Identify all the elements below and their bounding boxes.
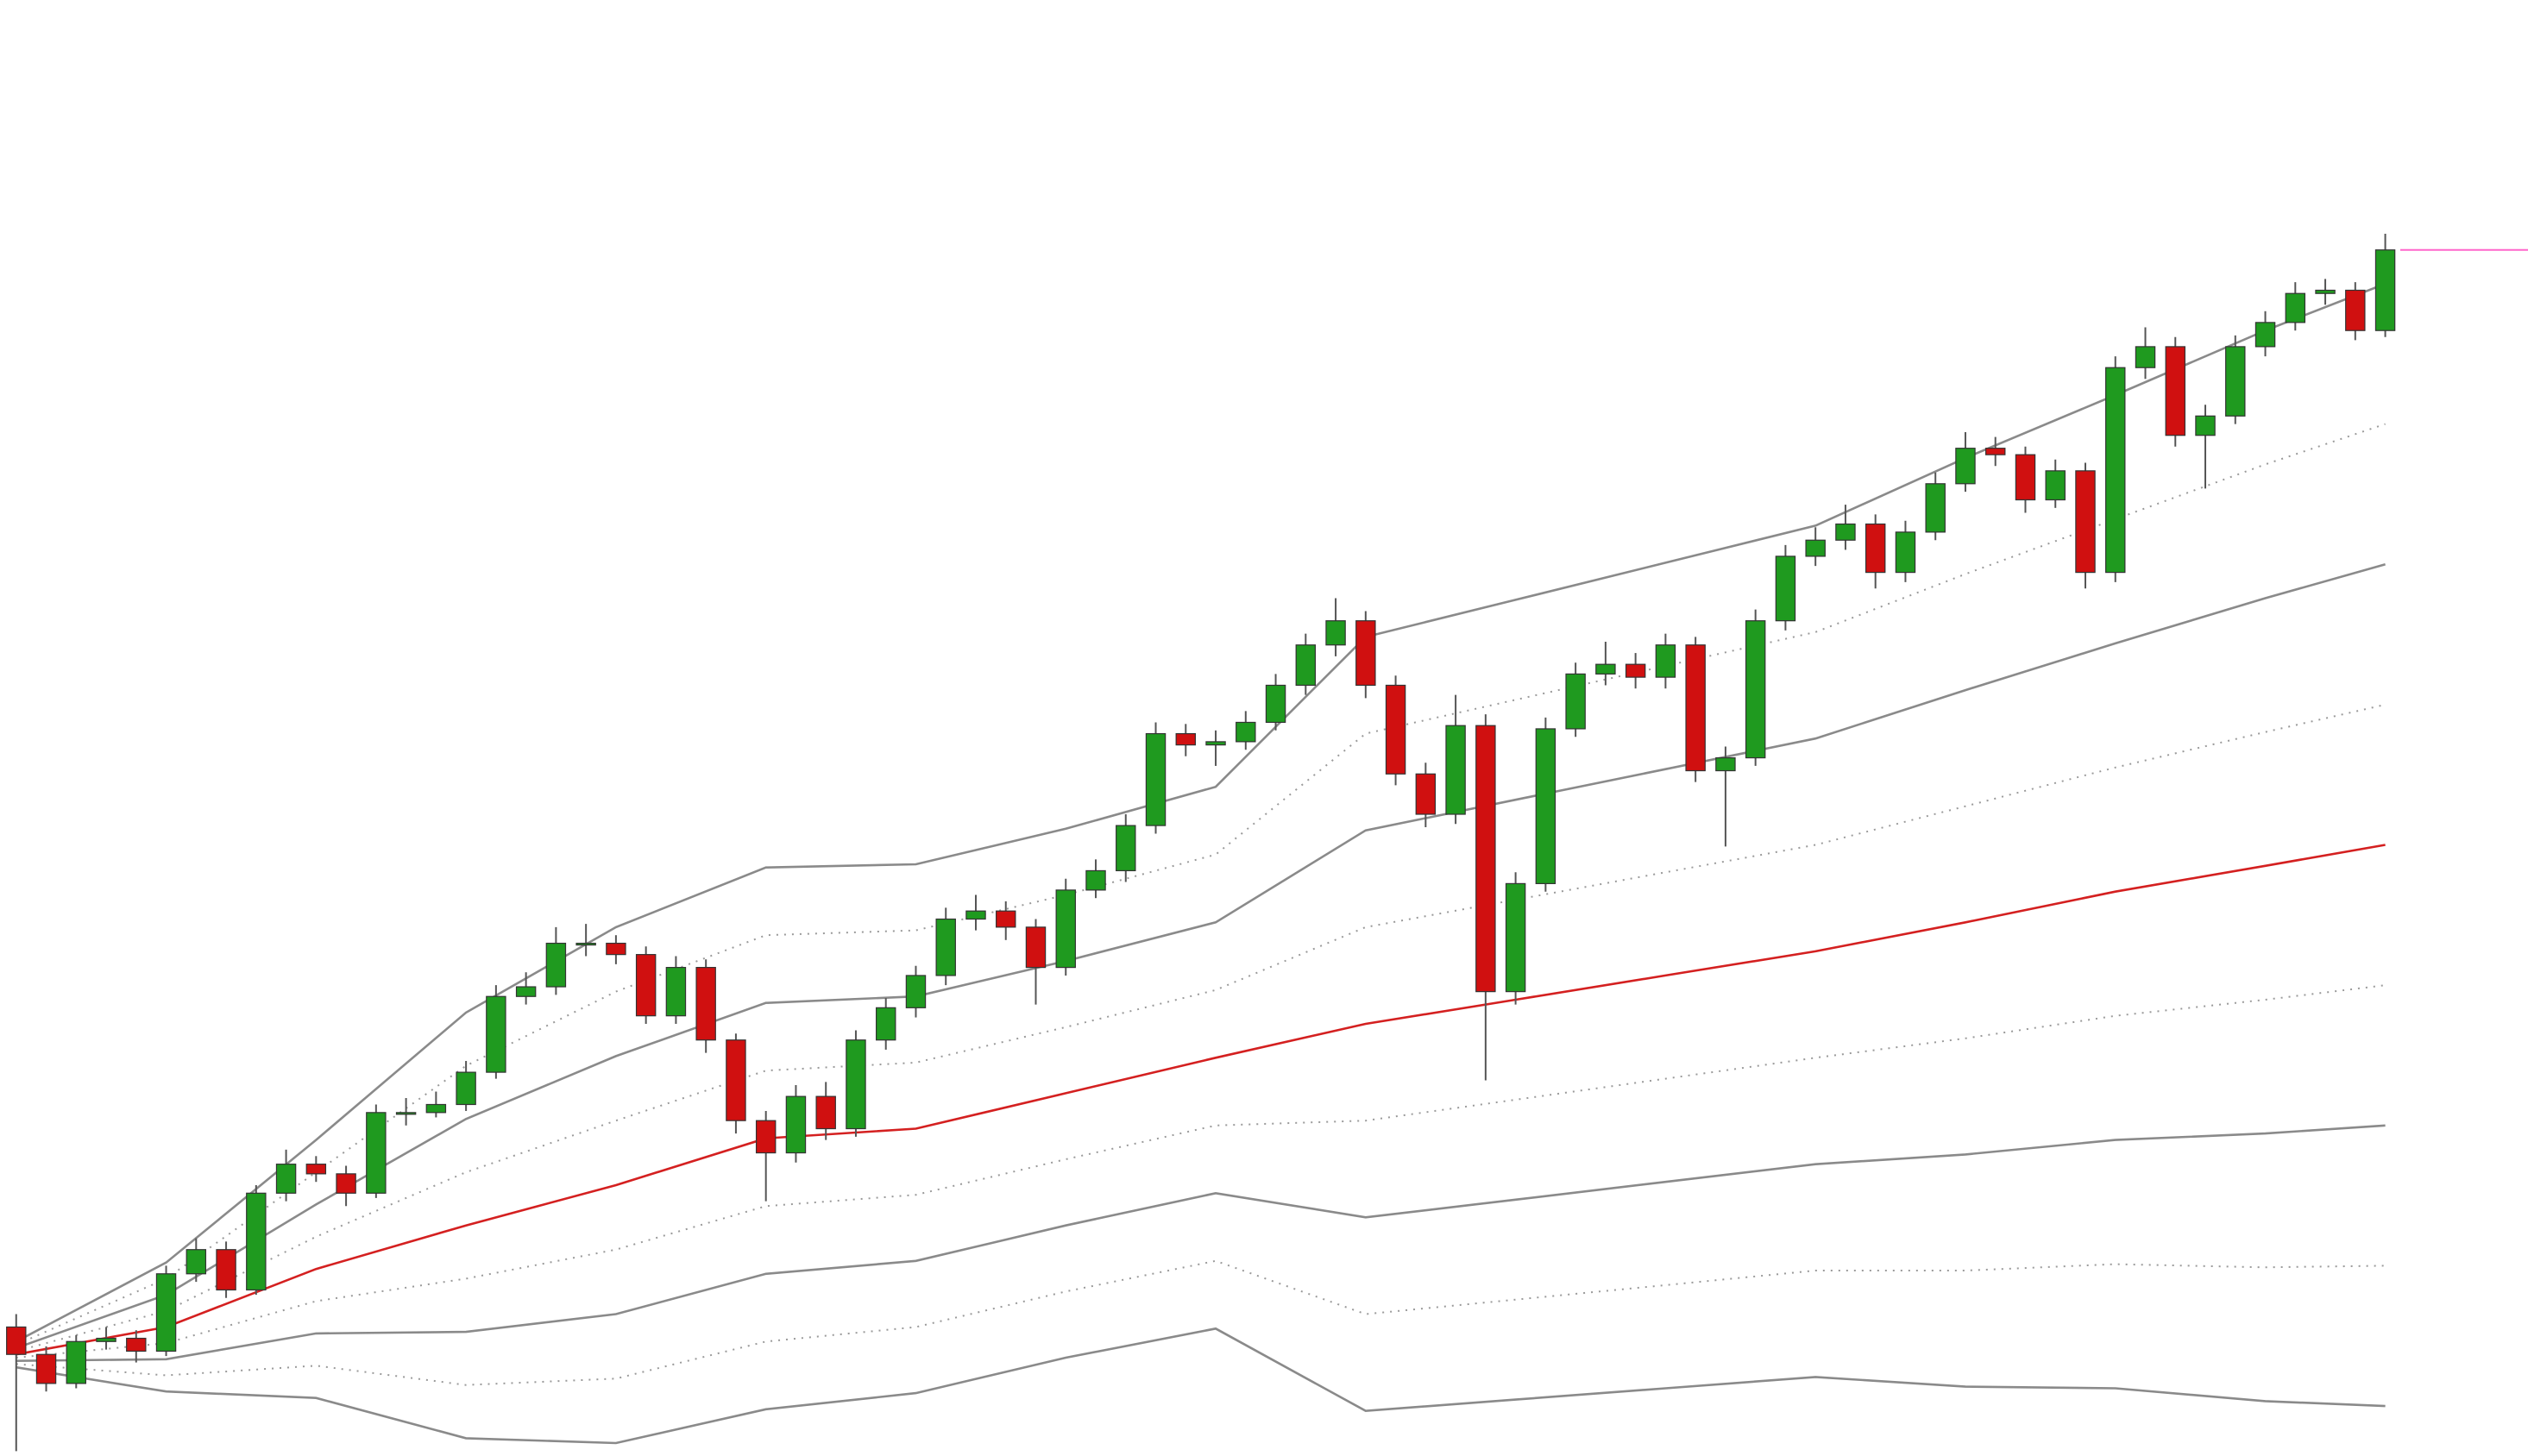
- candle-body: [606, 942, 626, 956]
- candle-body: [186, 1249, 207, 1275]
- candle-body: [2254, 322, 2276, 348]
- candle-body: [336, 1173, 356, 1194]
- candle-body: [695, 966, 716, 1041]
- candle-body: [965, 910, 986, 920]
- candle-body: [2225, 346, 2246, 417]
- candle-body: [1835, 523, 1856, 541]
- band-line: [16, 423, 2386, 1346]
- candle-body: [456, 1071, 476, 1106]
- candle-body: [815, 1095, 836, 1130]
- candle-body: [726, 1039, 746, 1121]
- candle-body: [2075, 470, 2096, 574]
- candle-body: [846, 1039, 866, 1130]
- candle-body: [2165, 346, 2185, 436]
- candle-body: [96, 1337, 116, 1342]
- candle-body: [996, 910, 1016, 928]
- candle-body: [366, 1112, 387, 1194]
- candle-body: [126, 1337, 147, 1352]
- candle-body: [1895, 531, 1916, 574]
- candle-body: [935, 918, 956, 976]
- candle-body: [2374, 249, 2396, 331]
- band-line: [16, 1259, 2386, 1386]
- candle-body: [545, 942, 567, 988]
- candle-body: [1535, 728, 1556, 884]
- candle-body: [1265, 684, 1286, 724]
- candle-body: [246, 1192, 267, 1291]
- candle-body: [1565, 673, 1586, 730]
- candle-body: [1415, 773, 1437, 815]
- candle-body: [1055, 889, 1076, 969]
- candle-body: [2045, 470, 2066, 501]
- candle-body: [2285, 292, 2306, 323]
- candle-body: [875, 1007, 896, 1041]
- band-line: [16, 1124, 2386, 1362]
- candle-body: [1984, 448, 2006, 455]
- candle-body: [155, 1273, 177, 1352]
- candle-body: [2015, 454, 2036, 501]
- candle-body: [1865, 523, 1886, 574]
- candle-body: [1175, 732, 1197, 746]
- candle-body: [755, 1120, 777, 1154]
- candle-body: [905, 975, 927, 1008]
- band-line: [16, 563, 2386, 1350]
- candle-body: [1295, 644, 1317, 687]
- candle-body: [305, 1164, 327, 1175]
- candle-body: [275, 1164, 297, 1194]
- candle-body: [1385, 684, 1406, 775]
- candle-body: [35, 1353, 57, 1384]
- candle-body: [1355, 620, 1376, 687]
- candle-body: [635, 954, 657, 1017]
- candle-body: [1025, 926, 1047, 969]
- candle-body: [1775, 555, 1796, 622]
- candle-body: [1715, 756, 1736, 772]
- candle-body: [1116, 825, 1136, 872]
- candle-body: [1085, 869, 1106, 891]
- candle-body: [1205, 741, 1226, 746]
- candle-body: [216, 1249, 236, 1291]
- candle-body: [395, 1112, 417, 1115]
- candle-body: [785, 1095, 807, 1154]
- candle-body: [1145, 732, 1167, 826]
- candle-body: [515, 986, 537, 997]
- candle-body: [1925, 483, 1946, 533]
- candle-body: [1625, 663, 1646, 678]
- candle-body: [2195, 415, 2216, 436]
- candle-body: [1685, 644, 1706, 772]
- band-line: [16, 1327, 2386, 1445]
- candle-body: [486, 995, 506, 1073]
- candle-body: [1445, 725, 1466, 815]
- candle-body: [1745, 620, 1766, 759]
- candle-body: [575, 942, 596, 946]
- candle-body: [2315, 289, 2336, 294]
- candle-body: [2105, 367, 2126, 574]
- band-line: [16, 703, 2386, 1352]
- candle-body: [1655, 644, 1676, 678]
- candle-body: [1236, 721, 1256, 743]
- candle-body: [66, 1340, 87, 1384]
- candle-body: [1595, 663, 1616, 675]
- candle-body: [2135, 346, 2156, 368]
- band-line: [16, 282, 2387, 1343]
- candle-body: [2345, 289, 2366, 331]
- candle-body: [1805, 539, 1826, 557]
- candle-body: [1475, 725, 1496, 993]
- candle-body: [1955, 448, 1976, 485]
- candle-body: [1325, 620, 1346, 646]
- candle-body: [1505, 882, 1526, 993]
- candle-body: [425, 1103, 447, 1114]
- band-line: [16, 844, 2386, 1356]
- candle-body: [665, 966, 687, 1017]
- candle-body: [6, 1326, 27, 1355]
